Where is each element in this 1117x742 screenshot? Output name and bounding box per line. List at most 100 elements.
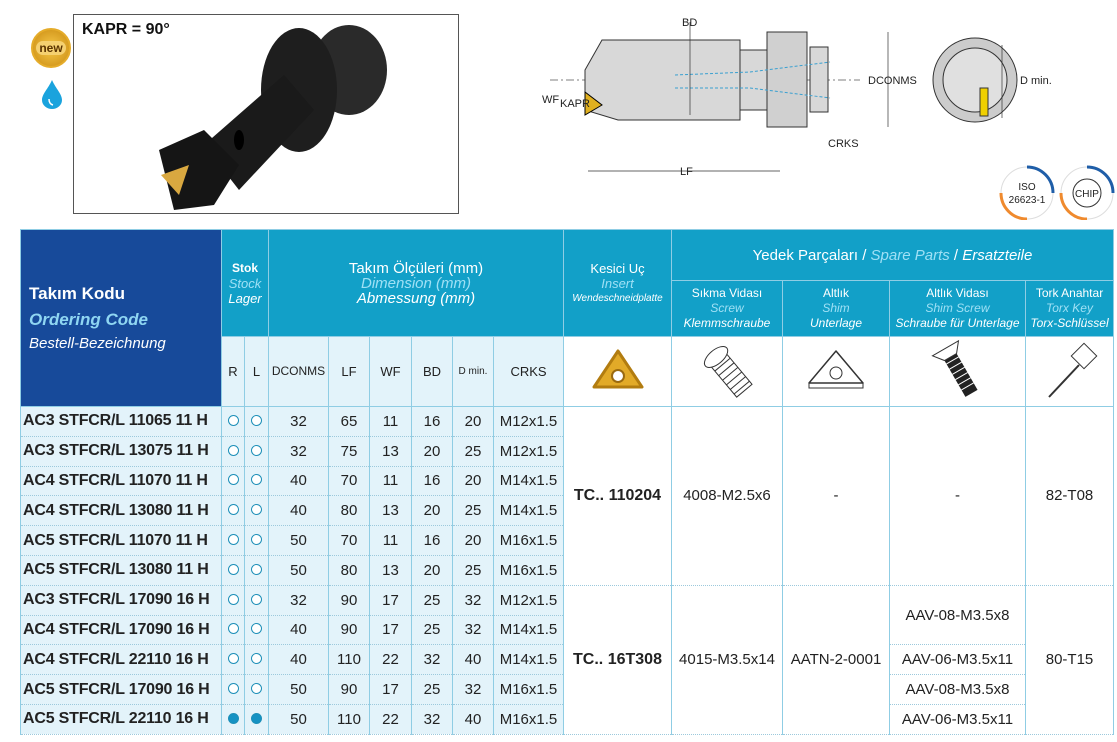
key-tr: Tork Anahtar	[1035, 286, 1104, 300]
tool-holder-image	[159, 25, 387, 210]
cell-wf: 13	[369, 435, 412, 467]
cell-dconms: 40	[268, 465, 329, 497]
cell-bd: 25	[411, 584, 453, 616]
ordering-code: AC3 STFCR/L 17090 16 H	[20, 584, 222, 616]
shim-screw-header: Altlık Vidası Shim Screw Schraube für Unte…	[889, 280, 1026, 337]
cell-wf: 22	[369, 644, 412, 676]
ordering-code: AC4 STFCR/L 13080 11 H	[20, 495, 222, 527]
bd-label: BD	[682, 17, 697, 29]
stock-en: Stock	[228, 275, 262, 291]
stock-l	[244, 525, 269, 556]
product-photo: KAPR = 90°	[73, 14, 459, 214]
shim-screw-en: Shim Screw	[925, 301, 990, 315]
stock-filled-icon	[227, 712, 239, 724]
cell-bd: 25	[411, 674, 453, 705]
col-crks: CRKS	[493, 336, 564, 407]
cell-dconms: 40	[268, 644, 329, 676]
shim-code: -	[782, 406, 890, 586]
cell-lf: 75	[328, 435, 370, 467]
cell-crks: M16x1.5	[493, 525, 564, 556]
col-r: R	[221, 336, 245, 407]
screw-image	[671, 336, 783, 407]
kapr-label: KAPR = 90°	[82, 21, 170, 38]
shim-header: Altlık Shim Unterlage	[782, 280, 890, 337]
shim-screw-code: -	[889, 406, 1026, 586]
stock-r	[221, 525, 245, 556]
cell-bd: 32	[411, 644, 453, 676]
cell-wf: 11	[369, 465, 412, 497]
torx-key-image	[1025, 336, 1114, 407]
stock-l	[244, 495, 269, 527]
dimensions-header: Takım Ölçüleri (mm) Dimension (mm) Abmessu…	[268, 229, 564, 337]
cell-lf: 110	[328, 703, 370, 735]
cell-bd: 32	[411, 703, 453, 735]
cell-wf: 17	[369, 614, 412, 646]
table-row: AC4 STFCR/L 22110 16 H 40 110 22 32 40 M14x1.5…	[20, 644, 1114, 676]
header-tr: Takım Kodu	[29, 284, 126, 303]
stock-empty-icon	[251, 534, 262, 546]
cell-dmin: 25	[452, 554, 494, 586]
stock-r	[221, 435, 245, 467]
dims-en: Dimension (mm)	[360, 274, 471, 292]
iso-label: ISO	[1018, 182, 1035, 193]
cell-lf: 110	[328, 644, 370, 676]
cell-lf: 65	[328, 406, 370, 437]
water-drop-icon	[42, 80, 62, 109]
cell-wf: 17	[369, 584, 412, 616]
stock-r	[221, 614, 245, 646]
key-de: Torx-Schlüssel	[1030, 316, 1109, 330]
cell-bd: 16	[411, 406, 453, 437]
screw-header: Sıkma Vidası Screw Klemmschraube	[671, 280, 783, 337]
table-row: AC3 STFCR/L 17090 16 H 32 90 17 25 32 M12x1.5 T…	[20, 584, 1114, 735]
cell-dmin: 25	[452, 435, 494, 467]
stock-empty-icon	[227, 683, 239, 695]
cell-crks: M16x1.5	[493, 703, 564, 735]
table-row: AC3 STFCR/L 11065 11 H 32 65 11 16 20 M12x1.5 T…	[20, 406, 1114, 586]
iso-certification-badge: ISO 26623-1	[999, 165, 1055, 220]
ordering-code: AC4 STFCR/L 22110 16 H	[20, 644, 222, 676]
insert-en: Insert	[601, 275, 634, 291]
cell-bd: 25	[411, 614, 453, 646]
spare-parts-header: Yedek Parçaları / Spare Parts / Ersatzte…	[671, 229, 1114, 281]
spare-en: Spare Parts	[870, 246, 950, 264]
spare-tr: Yedek Parçaları	[752, 246, 859, 264]
stock-empty-icon	[227, 414, 239, 426]
table-row: AC4 STFCR/L 11070 11 H 40 70 11 16 20 M14x1.5	[20, 465, 1114, 497]
kapr-drawing-label: KAPR	[560, 98, 590, 110]
torx-key-code: 80-T15	[1025, 584, 1114, 735]
cell-crks: M12x1.5	[493, 406, 564, 437]
wf-label: WF	[542, 94, 559, 106]
shim-screw-code: AAV-08-M3.5x8	[889, 674, 1026, 705]
cell-dconms: 50	[268, 525, 329, 556]
dmin-label: D min.	[1020, 75, 1052, 87]
shim-screw-de: Schraube für Unterlage	[895, 316, 1020, 330]
stock-l	[244, 584, 269, 616]
cell-dmin: 32	[452, 614, 494, 646]
dims-tr: Takım Ölçüleri (mm)	[348, 259, 484, 277]
stock-r	[221, 674, 245, 705]
cell-dmin: 20	[452, 525, 494, 556]
ordering-code: AC5 STFCR/L 13080 11 H	[20, 554, 222, 586]
cell-bd: 20	[411, 435, 453, 467]
cell-lf: 90	[328, 584, 370, 616]
insert-code: TC.. 110204	[563, 406, 672, 586]
insert-image	[563, 336, 672, 407]
spare-de: Ersatzteile	[962, 246, 1033, 264]
insert-icon	[592, 349, 643, 389]
screw-icon	[703, 346, 753, 398]
cell-wf: 13	[369, 495, 412, 527]
col-bd: BD	[411, 336, 453, 407]
new-badge-label: new	[36, 41, 66, 55]
cell-bd: 16	[411, 525, 453, 556]
stock-l	[244, 465, 269, 497]
cell-crks: M16x1.5	[493, 674, 564, 705]
col-dconms: DCONMS	[268, 336, 329, 407]
stock-empty-icon	[227, 563, 239, 575]
table-row: AC4 STFCR/L 13080 11 H 40 80 13 20 25 M14x1.5	[20, 495, 1114, 527]
cell-wf: 22	[369, 703, 412, 735]
stock-r	[221, 406, 245, 437]
ordering-code-header: Takım Kodu Ordering Code Bestell-Bezeich…	[20, 229, 222, 407]
screw-de: Klemmschraube	[683, 316, 771, 330]
shim-screw-icon	[930, 339, 978, 397]
stock-empty-icon	[227, 474, 239, 486]
